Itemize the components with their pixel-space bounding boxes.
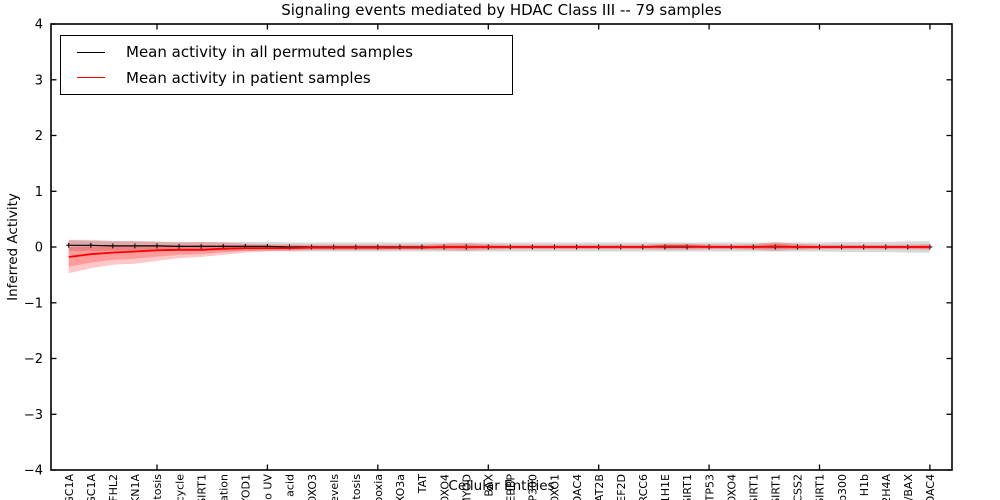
x-category-label: HIST2H4A: [880, 474, 893, 500]
y-tick-label: 2: [35, 129, 43, 144]
x-category-label: CDKN1A: [129, 474, 142, 500]
x-category-label: MEF2D: [615, 474, 628, 500]
y-tick-label: 3: [35, 73, 43, 88]
x-category-label: SIRT1/FOXO3a: [394, 474, 407, 500]
legend-label-patient: Mean activity in patient samples: [126, 68, 371, 87]
x-category-label: apoptosis: [151, 474, 164, 500]
patient-band-inner: [68, 243, 930, 267]
y-tick-label: −2: [24, 352, 43, 367]
black-line-sample-icon: [77, 51, 105, 53]
x-category-label: TP53: [703, 474, 716, 500]
legend: Mean activity in all permuted samples Me…: [60, 35, 513, 95]
legend-entry-patient: Mean activity in patient samples: [61, 69, 512, 87]
x-category-label: FOXO3: [306, 474, 319, 500]
x-category-label: SIRT1/Histone H1b: [858, 474, 871, 500]
x-category-label: muscle cell differentiation: [218, 474, 231, 500]
y-axis-label: Inferred Activity: [5, 193, 21, 301]
x-category-label: regulation of S phase of mitotic cell cy…: [173, 474, 186, 500]
x-category-label: TAT: [416, 474, 429, 495]
y-tick-label: 1: [35, 185, 43, 200]
x-category-label: induction of apoptosis: [350, 474, 363, 500]
x-category-label: KU70/SIRT1/BAX: [902, 474, 915, 500]
x-category-label: HDAC4: [571, 474, 584, 500]
x-category-label: BAX: [483, 474, 496, 497]
x-category-label: SIRT1/FOXO4: [725, 474, 738, 500]
x-category-label: HIV-1 Tat/SIRT1: [748, 474, 761, 500]
x-category-label: FOXO4: [438, 474, 451, 500]
x-category-label: EP300: [527, 474, 540, 500]
y-tick-label: −1: [24, 296, 43, 311]
x-category-label: FOXO1: [549, 474, 562, 500]
patient-mean-line: [68, 245, 930, 258]
y-tick-label: 0: [35, 241, 43, 256]
x-category-label: FHL2: [107, 474, 120, 500]
x-category-label: response to hypoxia: [372, 474, 385, 500]
x-category-label: FOXO1/FHL2/SIRT1: [195, 474, 208, 500]
x-category-label: mol:Lysophosphatidic acid: [284, 474, 297, 500]
x-category-label: SIRT1/PCAF/MYOD: [460, 474, 473, 500]
x-category-label: response to nutrient levels: [328, 474, 341, 500]
y-tick-label: −4: [24, 464, 43, 479]
x-category-label: ACSS2: [792, 474, 805, 500]
x-category-label: p53/SIRT1: [770, 474, 783, 500]
chart-title: Signaling events mediated by HDAC Class …: [281, 1, 722, 19]
y-tick-label: −3: [24, 408, 43, 423]
legend-label-permuted: Mean activity in all permuted samples: [126, 43, 413, 62]
x-category-label: MYOD1: [240, 474, 253, 500]
x-category-label: response to UV: [262, 474, 275, 500]
x-category-label: CREBBP: [505, 474, 518, 500]
red-line-sample-icon: [77, 77, 105, 79]
x-category-label: SIRT1: [681, 474, 694, 500]
legend-entry-permuted: Mean activity in all permuted samples: [61, 43, 512, 61]
x-axis-label: Cellular Entities: [448, 478, 555, 494]
x-category-label: SIRT1/MEF2D/HDAC4: [924, 474, 937, 500]
x-category-label: XRCC6: [637, 474, 650, 500]
x-category-label: KU70/SIRT1: [814, 474, 827, 500]
x-category-label: SIRT1/PGC1A: [85, 474, 98, 500]
x-category-label: PPARGC1A: [63, 474, 76, 500]
y-tick-label: 4: [35, 18, 43, 33]
x-category-label: KAT2B: [593, 474, 606, 500]
x-category-label: HIST1H1E: [659, 474, 672, 500]
x-category-label: SIRT1/p300: [836, 474, 849, 500]
